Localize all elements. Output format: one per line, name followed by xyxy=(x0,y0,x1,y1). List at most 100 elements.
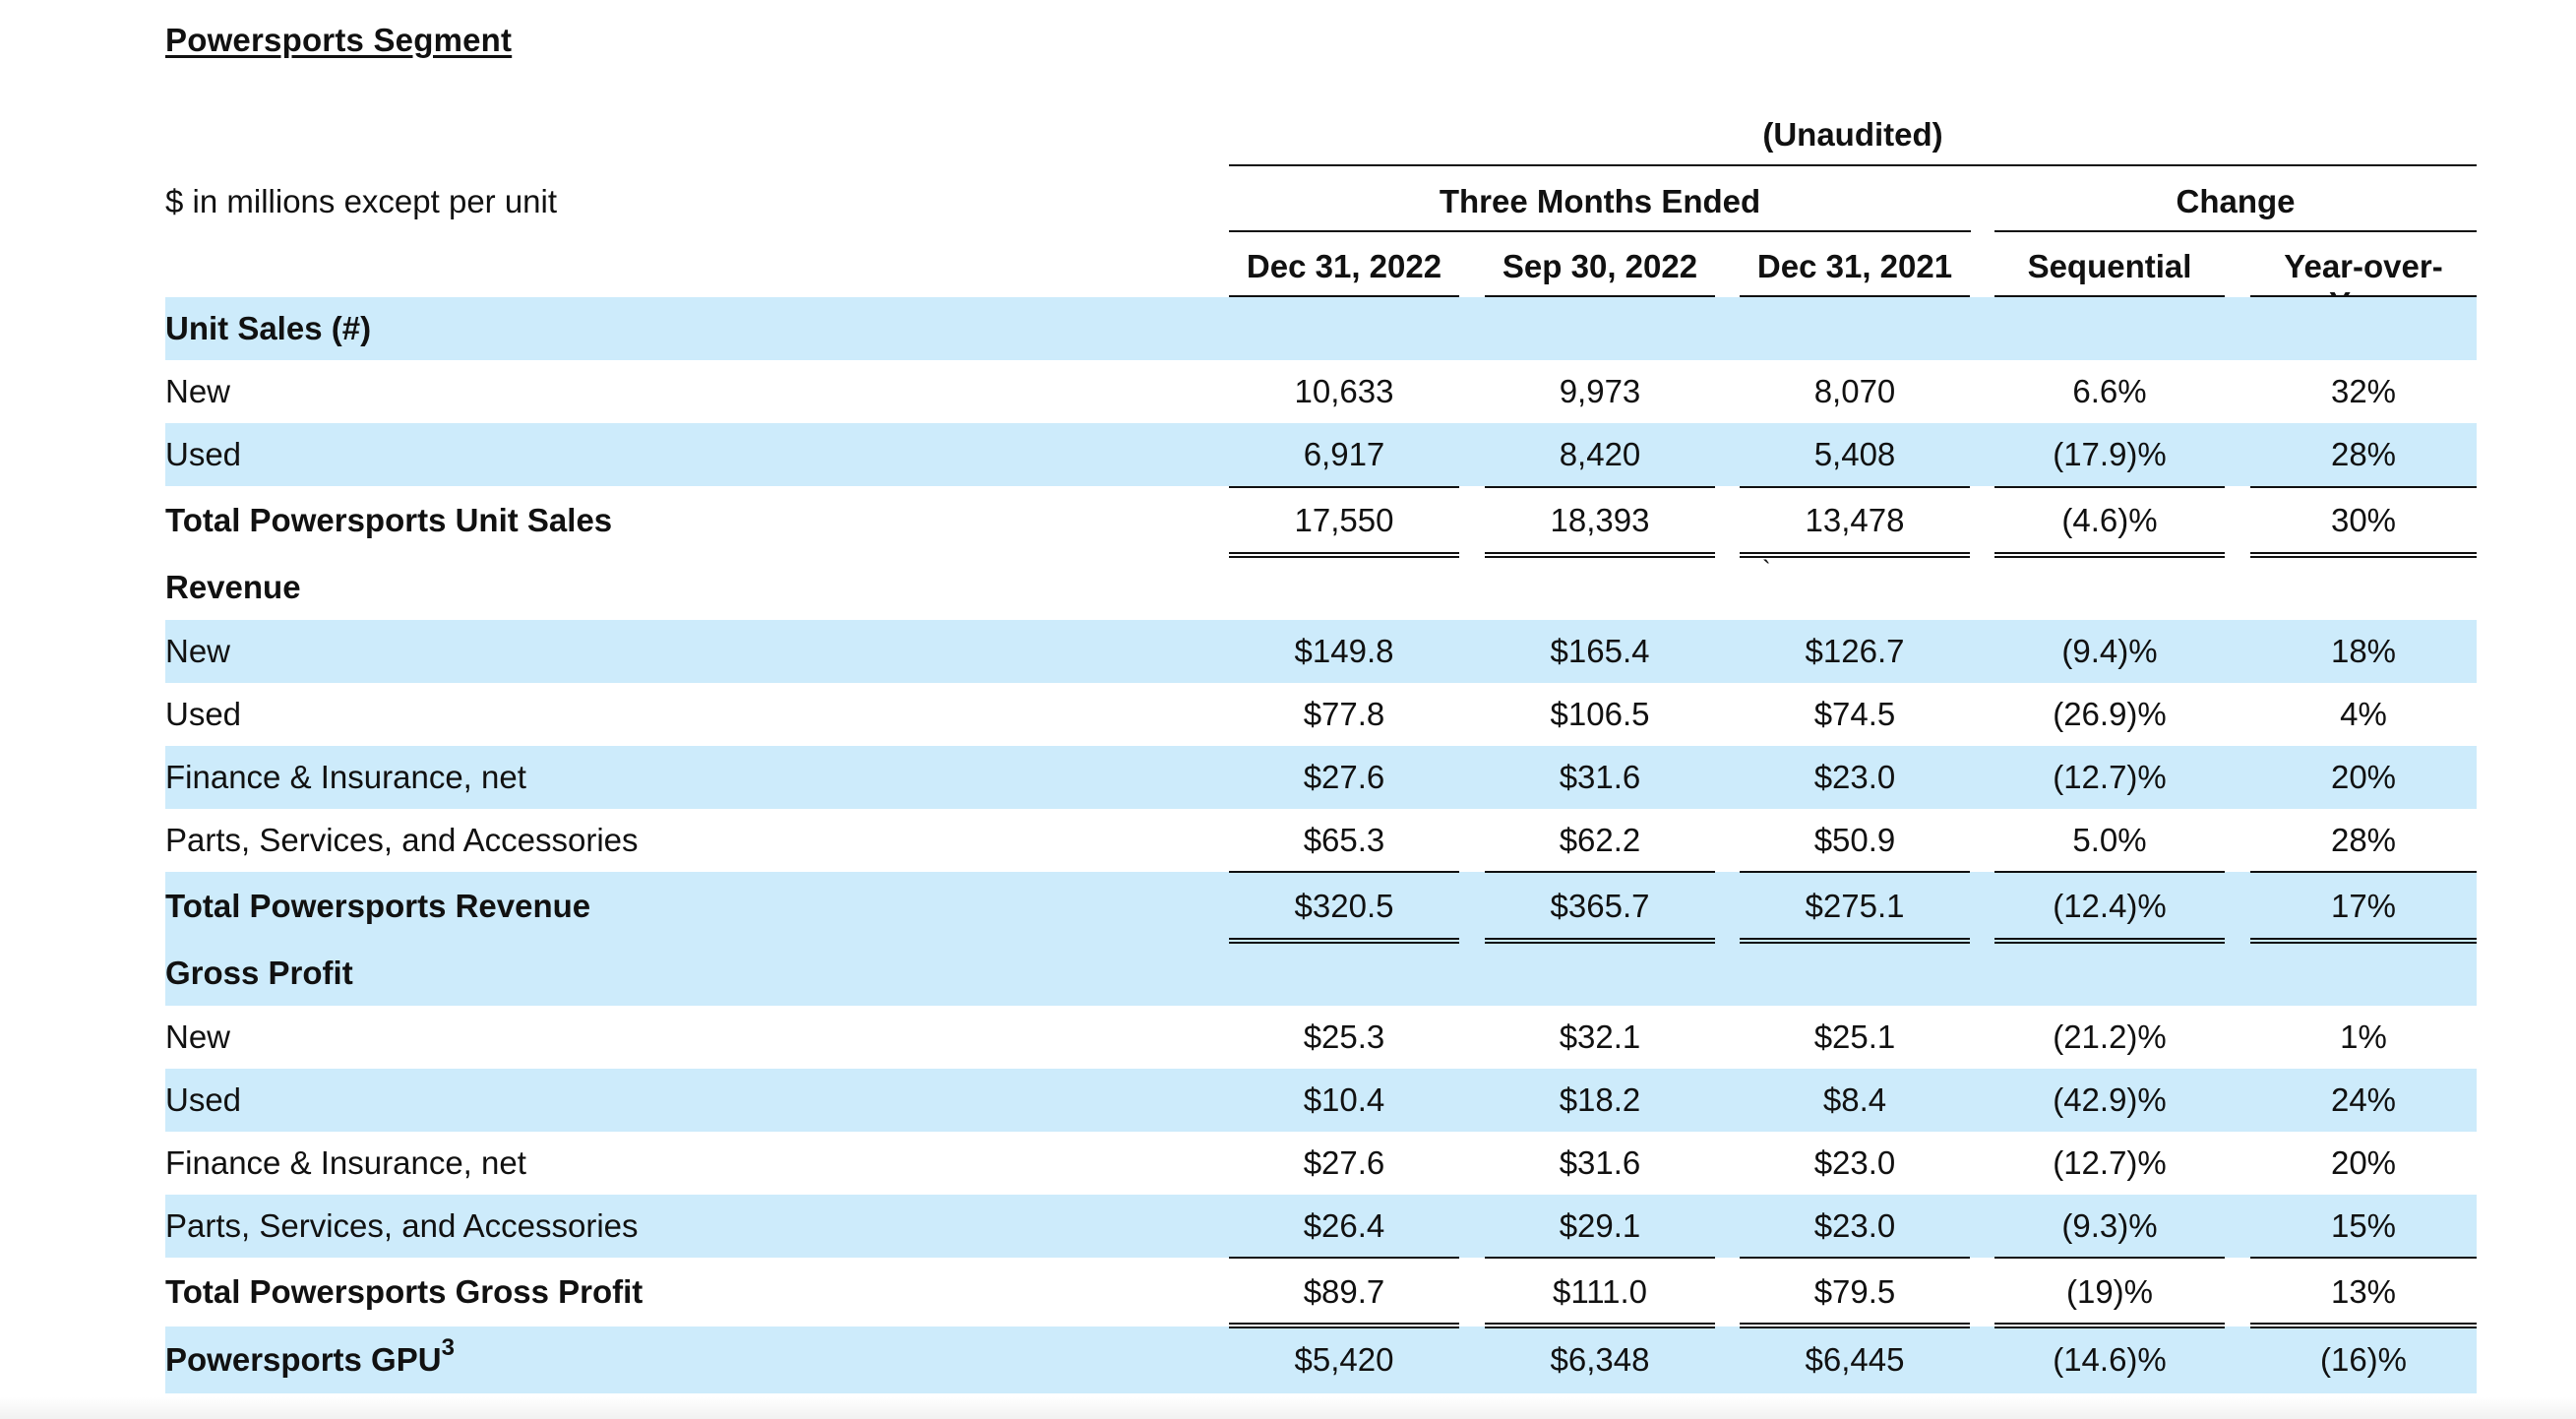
table-cell: $74.5 xyxy=(1813,696,1896,732)
total-double-rule xyxy=(1740,1323,1970,1328)
total-row: Total Powersports Revenue $320.5 $365.7 … xyxy=(165,872,2477,941)
table-cell: $31.6 xyxy=(1559,1144,1641,1181)
subtotal-rule xyxy=(1994,871,2225,873)
col-header-rule xyxy=(1229,295,1459,297)
table-row: Used $77.8 $106.5 $74.5 (26.9)% 4% xyxy=(165,683,2477,746)
table-cell: 24% xyxy=(2330,1081,2397,1118)
table-cell: (9.3)% xyxy=(2061,1207,2158,1244)
table-cell: 5,408 xyxy=(1813,436,1896,472)
row-label: Used xyxy=(165,696,242,732)
section-heading-row: Revenue ` xyxy=(165,555,2477,620)
section-title: Powersports Segment xyxy=(165,22,513,58)
total-double-rule xyxy=(2250,552,2477,558)
row-label: Total Powersports Revenue xyxy=(165,888,591,924)
table-cell: $365.7 xyxy=(1550,888,1650,924)
unaudited-rule xyxy=(1229,164,2477,166)
total-double-rule xyxy=(1485,1323,1715,1328)
table-cell: (17.9)% xyxy=(2053,436,2167,472)
total-double-rule xyxy=(1994,938,2225,944)
table-cell: $26.4 xyxy=(1303,1207,1385,1244)
table-row: Parts, Services, and Accessories $26.4 $… xyxy=(165,1195,2477,1258)
total-double-rule xyxy=(1994,1323,2225,1328)
table-cell: (4.6)% xyxy=(2061,502,2158,538)
table-cell: $111.0 xyxy=(1552,1273,1648,1310)
table-cell: $25.1 xyxy=(1813,1018,1896,1055)
table-cell: $6,445 xyxy=(1805,1341,1905,1378)
table-cell: 28% xyxy=(2330,436,2397,472)
row-label: Total Powersports Unit Sales xyxy=(165,502,613,538)
total-double-rule xyxy=(2250,938,2477,944)
col-header-rule xyxy=(1740,295,1970,297)
subtotal-rule xyxy=(1229,486,1459,488)
subtotal-rule xyxy=(1485,1257,1715,1259)
table-cell: 30% xyxy=(2330,502,2397,538)
table-cell: 20% xyxy=(2330,1144,2397,1181)
table-cell: $149.8 xyxy=(1294,633,1394,669)
table-cell: $23.0 xyxy=(1813,759,1896,795)
table-cell: $29.1 xyxy=(1559,1207,1641,1244)
section-heading-row: Unit Sales (#) xyxy=(165,297,2477,360)
subtotal-rule xyxy=(1229,1257,1459,1259)
section-heading: Gross Profit xyxy=(165,955,353,991)
table-cell: (12.4)% xyxy=(2053,888,2167,924)
table-cell: $62.2 xyxy=(1559,822,1641,858)
col-header-dec-31-2022: Dec 31, 2022 xyxy=(1246,248,1442,284)
table-cell: (19)% xyxy=(2065,1273,2154,1310)
table-cell: (21.2)% xyxy=(2053,1018,2167,1055)
subtotal-rule xyxy=(1229,871,1459,873)
total-double-rule xyxy=(1740,938,1970,944)
row-label: Used xyxy=(165,436,242,472)
section-heading-row: Gross Profit xyxy=(165,941,2477,1006)
subtotal-rule xyxy=(1740,1257,1970,1259)
table-cell: (16)% xyxy=(2319,1341,2408,1378)
table-cell: $8.4 xyxy=(1822,1081,1887,1118)
col-header-sep-30-2022: Sep 30, 2022 xyxy=(1502,248,1698,284)
section-heading: Unit Sales (#) xyxy=(165,310,372,346)
total-double-rule xyxy=(1740,552,1970,558)
table-cell: $32.1 xyxy=(1559,1018,1641,1055)
subtotal-rule xyxy=(1994,486,2225,488)
table-cell: 6.6% xyxy=(2072,373,2147,409)
table-cell: 15% xyxy=(2330,1207,2397,1244)
table-cell: 28% xyxy=(2330,822,2397,858)
table-cell: 17% xyxy=(2330,888,2397,924)
table-row: Finance & Insurance, net $27.6 $31.6 $23… xyxy=(165,746,2477,809)
table-cell: 9,973 xyxy=(1559,373,1641,409)
table-cell: $27.6 xyxy=(1303,1144,1385,1181)
table-cell: $65.3 xyxy=(1303,822,1385,858)
page-bottom-shadow xyxy=(0,1397,2576,1419)
table-cell: $275.1 xyxy=(1805,888,1905,924)
total-double-rule xyxy=(2250,1323,2477,1328)
table-cell: 5.0% xyxy=(2072,822,2147,858)
row-label: New xyxy=(165,1018,231,1055)
table-cell: (9.4)% xyxy=(2061,633,2158,669)
table-row: Used $10.4 $18.2 $8.4 (42.9)% 24% xyxy=(165,1069,2477,1132)
table-cell: 1% xyxy=(2340,1018,2387,1055)
total-double-rule xyxy=(1229,552,1459,558)
subtotal-rule xyxy=(1485,486,1715,488)
table-row: Finance & Insurance, net $27.6 $31.6 $23… xyxy=(165,1132,2477,1195)
col-header-rule xyxy=(1485,295,1715,297)
table-cell: $23.0 xyxy=(1813,1144,1896,1181)
table-cell: $165.4 xyxy=(1550,633,1650,669)
table-cell: (12.7)% xyxy=(2053,1144,2167,1181)
total-row: Total Powersports Unit Sales 17,550 18,3… xyxy=(165,486,2477,555)
table-cell: $23.0 xyxy=(1813,1207,1896,1244)
total-double-rule xyxy=(1994,552,2225,558)
table-cell: $106.5 xyxy=(1550,696,1650,732)
table-cell: 4% xyxy=(2340,696,2387,732)
table-cell: 13% xyxy=(2330,1273,2397,1310)
row-label: New xyxy=(165,633,231,669)
table-cell: 8,420 xyxy=(1559,436,1641,472)
footnote-marker: 3 xyxy=(441,1334,455,1361)
row-label: Parts, Services, and Accessories xyxy=(165,1207,639,1244)
total-row: Total Powersports Gross Profit $89.7 $11… xyxy=(165,1258,2477,1326)
col-header-sequential: Sequential xyxy=(2027,248,2192,284)
table-cell: $320.5 xyxy=(1294,888,1394,924)
table-cell: (14.6)% xyxy=(2053,1341,2167,1378)
gpu-row: Powersports GPU3 $5,420 $6,348 $6,445 (1… xyxy=(165,1326,2477,1393)
subtotal-rule xyxy=(2250,486,2477,488)
table-cell: $18.2 xyxy=(1559,1081,1641,1118)
table-cell: 6,917 xyxy=(1303,436,1385,472)
table-cell: $89.7 xyxy=(1303,1273,1385,1310)
